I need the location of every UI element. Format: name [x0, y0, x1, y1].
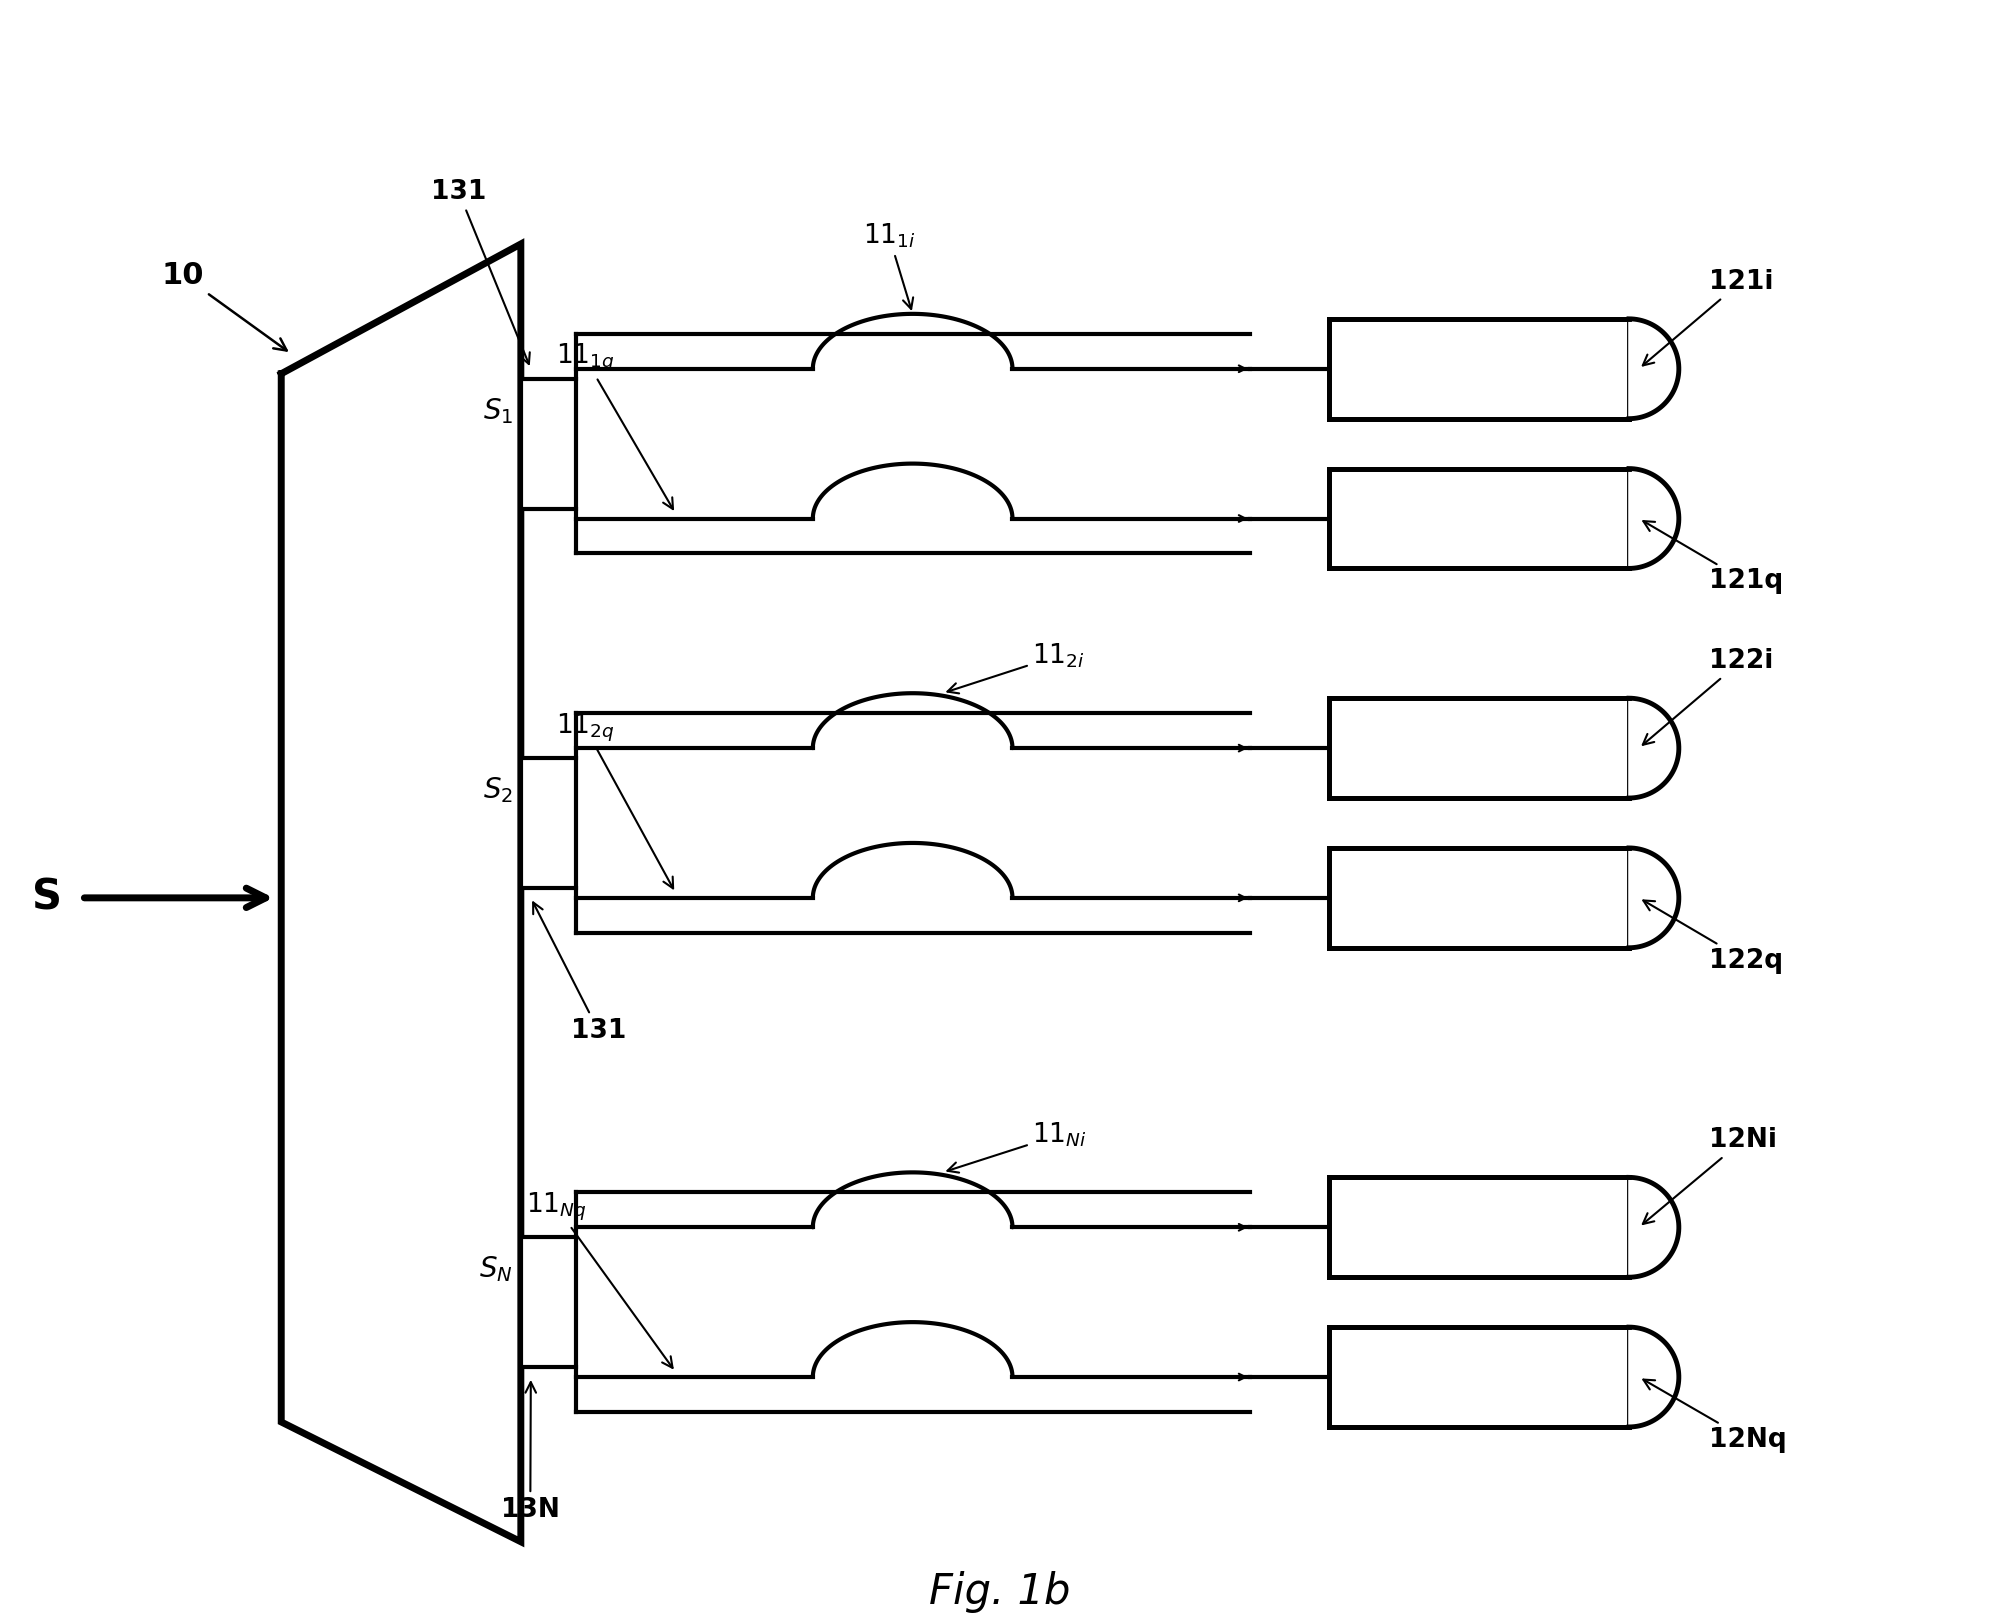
Polygon shape: [1628, 1177, 1678, 1277]
Polygon shape: [1628, 318, 1678, 419]
Polygon shape: [1628, 847, 1678, 948]
Text: 13N: 13N: [501, 1383, 559, 1522]
Text: Fig. 1b: Fig. 1b: [928, 1571, 1071, 1613]
Text: S: S: [32, 876, 62, 919]
Text: 12Ni: 12Ni: [1642, 1128, 1776, 1224]
Text: $11_{2q}$: $11_{2q}$: [555, 711, 674, 888]
Text: $11_{1q}$: $11_{1q}$: [555, 342, 672, 510]
Text: 122i: 122i: [1642, 648, 1772, 745]
Text: $11_{1i}$: $11_{1i}$: [862, 222, 914, 308]
Bar: [521, 1237, 575, 1367]
Bar: [1329, 1328, 1628, 1427]
Bar: [521, 378, 575, 508]
Text: $S_1$: $S_1$: [483, 396, 513, 425]
Polygon shape: [1628, 698, 1678, 799]
Polygon shape: [1628, 1328, 1678, 1427]
Polygon shape: [1628, 469, 1678, 568]
Text: $11_{Ni}$: $11_{Ni}$: [946, 1120, 1087, 1172]
Text: 131: 131: [533, 902, 626, 1044]
Bar: [521, 758, 575, 888]
Text: 121i: 121i: [1642, 269, 1772, 365]
Text: 122q: 122q: [1642, 901, 1782, 974]
Bar: [1329, 698, 1628, 799]
Bar: [1329, 1177, 1628, 1277]
Bar: [1329, 318, 1628, 419]
Text: 131: 131: [431, 179, 529, 364]
Bar: [1329, 469, 1628, 568]
Text: $S_N$: $S_N$: [479, 1255, 513, 1284]
Text: 12Nq: 12Nq: [1642, 1380, 1786, 1453]
Text: $11_{Nq}$: $11_{Nq}$: [525, 1191, 672, 1368]
Bar: [1329, 847, 1628, 948]
Text: 121q: 121q: [1642, 521, 1782, 594]
Text: 10: 10: [160, 261, 287, 351]
Text: $S_2$: $S_2$: [483, 776, 513, 805]
Text: $11_{2i}$: $11_{2i}$: [946, 641, 1085, 693]
